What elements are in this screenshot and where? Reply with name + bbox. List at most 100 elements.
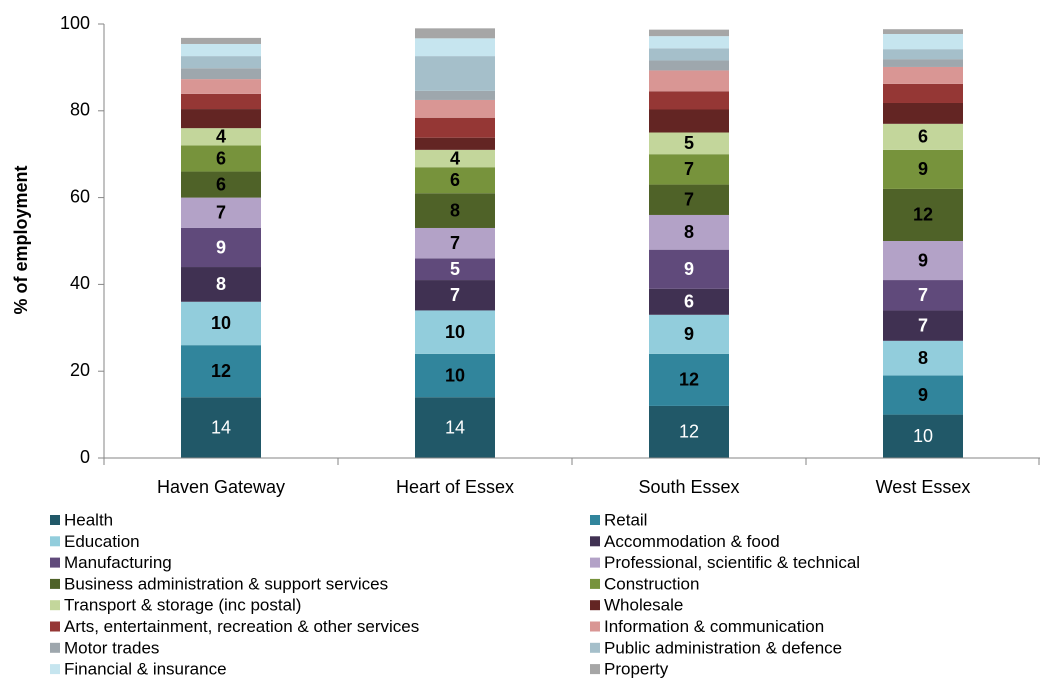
legend-label: Business administration & support servic… (64, 574, 388, 593)
legend-label: Information & communication (604, 617, 824, 636)
data-label: 7 (918, 315, 928, 335)
bar-segment (649, 36, 729, 49)
bar-segment (181, 43, 261, 57)
bar-segment (181, 345, 261, 398)
x-tick-label: South Essex (638, 477, 739, 497)
bar-segment (181, 93, 261, 110)
legend-label: Health (64, 510, 113, 529)
legend-label: Property (604, 660, 669, 679)
data-label: 7 (450, 233, 460, 253)
bar-segment (883, 66, 963, 84)
bar-segment (415, 353, 495, 398)
bar-segment (415, 227, 495, 259)
legend-label: Wholesale (604, 596, 683, 615)
bar-segment (649, 154, 729, 185)
bar-segment (181, 37, 261, 44)
bar-segment (883, 59, 963, 67)
bar-segment (883, 188, 963, 241)
x-tick-label: Haven Gateway (157, 477, 285, 497)
data-label: 9 (216, 237, 226, 257)
data-label: 9 (918, 250, 928, 270)
data-label: 8 (918, 348, 928, 368)
bar-segment (649, 70, 729, 92)
bar-segment (415, 167, 495, 194)
bar-segment (649, 132, 729, 155)
legend-label: Retail (604, 510, 647, 529)
bar-segment (649, 60, 729, 71)
y-tick-label: 0 (80, 447, 90, 467)
bar-segment (649, 184, 729, 215)
legend-label: Construction (604, 574, 699, 593)
bar-segment (883, 149, 963, 189)
legend-label: Financial & insurance (64, 660, 227, 679)
bar-segment (415, 99, 495, 118)
bar-segment (181, 145, 261, 172)
bar-segment (649, 314, 729, 354)
data-label: 4 (450, 148, 460, 168)
data-label: 5 (684, 133, 694, 153)
y-tick-label: 40 (70, 273, 90, 293)
data-label: 14 (445, 417, 465, 437)
data-label: 12 (679, 422, 699, 442)
bar-segment (415, 28, 495, 39)
legend-swatch (50, 600, 60, 611)
bar-segment (883, 280, 963, 311)
bar-segment (181, 397, 261, 458)
legend-swatch (590, 621, 600, 632)
legend-swatch (50, 536, 60, 547)
bar-segment (883, 102, 963, 124)
legend-label: Motor trades (64, 638, 159, 657)
bar-segment (415, 38, 495, 57)
data-label: 7 (450, 285, 460, 305)
y-tick-label: 80 (70, 100, 90, 120)
data-label: 12 (913, 205, 933, 225)
data-label: 9 (684, 259, 694, 279)
data-label: 7 (684, 159, 694, 179)
bar-segment (649, 288, 729, 315)
legend-label: Accommodation & food (604, 532, 780, 551)
y-tick-label: 100 (60, 13, 90, 33)
bar-segment (415, 258, 495, 281)
y-axis-label: % of employment (11, 165, 31, 314)
bar-segment (883, 375, 963, 415)
legend-swatch (590, 536, 600, 547)
bar-segment (415, 56, 495, 91)
bar-segment (883, 241, 963, 281)
legend-swatch (590, 557, 600, 568)
data-label: 4 (216, 127, 226, 147)
bar-segment (415, 149, 495, 168)
data-label: 10 (445, 365, 465, 385)
bar-segment (181, 109, 261, 129)
legend-label: Manufacturing (64, 553, 172, 572)
data-label: 12 (211, 361, 231, 381)
data-label: 14 (211, 417, 231, 437)
legend-swatch (50, 578, 60, 589)
legend-swatch (590, 664, 600, 675)
bar-segment (181, 197, 261, 228)
legend-swatch (50, 621, 60, 632)
data-label: 12 (679, 370, 699, 390)
bar-segment (649, 214, 729, 250)
data-label: 6 (450, 170, 460, 190)
bar-segment (181, 171, 261, 198)
data-label: 10 (211, 313, 231, 333)
data-label: 6 (216, 148, 226, 168)
bar-segment (181, 56, 261, 69)
bar-segment (883, 29, 963, 34)
bar-segment (883, 310, 963, 341)
data-label: 6 (918, 127, 928, 147)
bar-segment (181, 227, 261, 268)
data-label: 9 (684, 324, 694, 344)
legend-label: Professional, scientific & technical (604, 553, 860, 572)
bar-segment (883, 33, 963, 50)
legend-swatch (590, 515, 600, 525)
legend-label: Transport & storage (inc postal) (64, 596, 301, 615)
data-label: 7 (918, 285, 928, 305)
bar-segment (649, 29, 729, 37)
bar-segment (415, 193, 495, 228)
bar-segment (649, 48, 729, 61)
x-tick-label: Heart of Essex (396, 477, 514, 497)
legend-label: Arts, entertainment, recreation & other … (64, 617, 419, 636)
bar-segment (649, 353, 729, 406)
